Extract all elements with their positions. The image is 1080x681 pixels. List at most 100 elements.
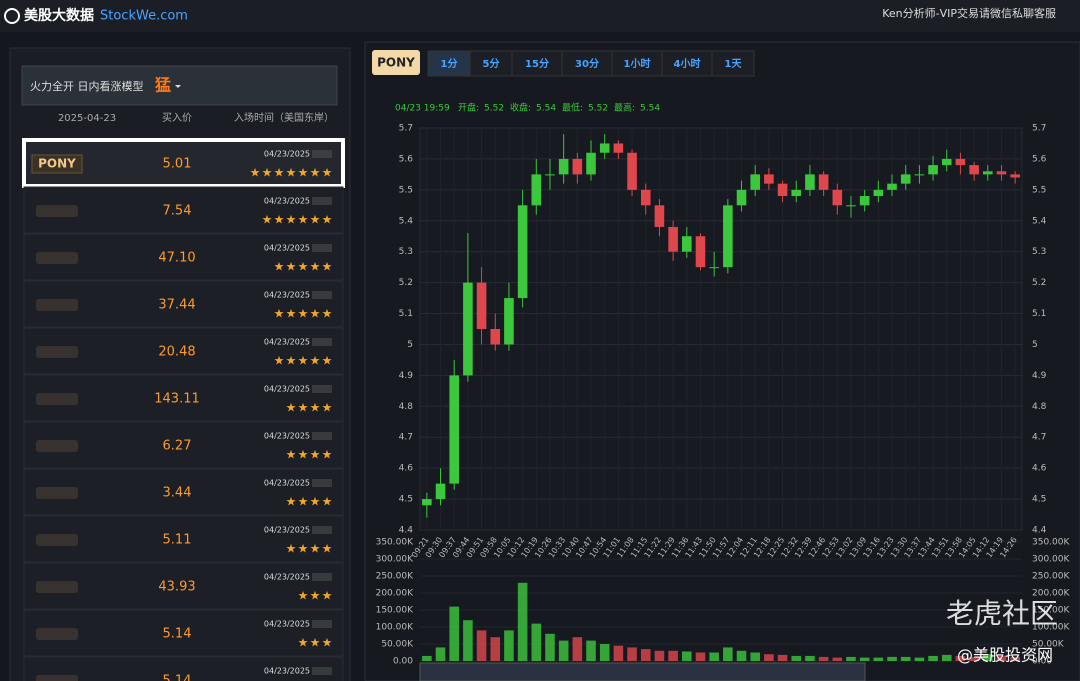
star: ★ <box>298 589 309 603</box>
star: ★ <box>322 636 333 650</box>
volume-bar <box>736 650 747 661</box>
y-tick-label: 4.9 <box>399 371 414 381</box>
interval-tab[interactable] <box>611 50 663 77</box>
volume-bar <box>1010 656 1020 661</box>
volume-bar <box>504 630 514 661</box>
star: ★ <box>286 213 297 227</box>
account[interactable]: Ken分析师-VIP交易请微信私聊客服 <box>882 6 1056 20</box>
star: ★ <box>310 448 321 462</box>
candle-body <box>599 143 610 153</box>
date: 04/23/2025 <box>264 620 310 629</box>
star: ★ <box>322 542 333 556</box>
interval-tab[interactable] <box>469 50 513 77</box>
volume-bar <box>613 645 624 661</box>
time-blurred <box>312 197 332 205</box>
interval-tab[interactable] <box>661 50 713 77</box>
volume-bar <box>695 652 706 661</box>
info-value: 5.52 <box>484 104 504 114</box>
candle-body <box>914 174 925 176</box>
date: 04/23/2025 <box>264 150 310 159</box>
volume-tick-label: 100.00K <box>376 623 414 633</box>
candle-body <box>873 189 884 197</box>
volume-bar <box>955 655 966 661</box>
star: ★ <box>310 260 321 274</box>
star: ★ <box>298 213 309 227</box>
star: ★ <box>298 636 309 650</box>
candle-body <box>777 183 788 197</box>
time-blurred <box>312 479 332 487</box>
candle-body <box>463 282 473 376</box>
volume-bar <box>654 650 665 661</box>
ticker: PONY <box>38 157 76 171</box>
volume-bar <box>463 620 473 661</box>
star: ★ <box>286 542 297 556</box>
date: 04/23/2025 <box>264 244 310 253</box>
volume-bar <box>558 640 569 661</box>
site[interactable]: StockWe.com <box>100 9 188 24</box>
volume-bar <box>599 644 610 661</box>
info-label: 开盘: <box>458 102 479 114</box>
interval-tab[interactable] <box>427 50 471 77</box>
candle-body <box>422 499 432 506</box>
volume-tick-label: 350.00K <box>376 538 414 548</box>
logo: 美股大数据 <box>24 7 94 24</box>
ticker-blurred <box>36 581 78 593</box>
candle-body <box>668 226 678 252</box>
ticker-blurred <box>36 675 78 681</box>
star: ★ <box>310 307 321 321</box>
ticker-blurred <box>36 346 78 358</box>
volume-bar <box>640 649 651 661</box>
volume-bar <box>682 651 692 661</box>
time-blurred <box>312 667 332 675</box>
y-tick-label: 4.7 <box>399 433 413 443</box>
row[interactable] <box>23 233 344 281</box>
price: 143.11 <box>154 392 200 407</box>
volume-bar <box>941 654 952 661</box>
volume-bar <box>490 637 501 661</box>
volume-bar <box>791 655 802 661</box>
star: ★ <box>286 354 297 368</box>
candle-body <box>476 282 487 329</box>
y-tick-label: 4.6 <box>399 464 414 474</box>
star: ★ <box>298 542 309 556</box>
star: ★ <box>298 260 309 274</box>
star: ★ <box>298 495 309 509</box>
y-tick-label-right: 4.8 <box>1032 402 1047 412</box>
candle-body <box>517 205 528 299</box>
ticker-blurred <box>36 534 78 546</box>
volume-tick-label-right: 50.00K <box>1032 640 1065 650</box>
interval-tab[interactable] <box>561 50 613 77</box>
star: ★ <box>310 213 321 227</box>
star: ★ <box>286 401 297 415</box>
star: ★ <box>310 495 321 509</box>
y-tick-label: 5.7 <box>399 124 413 134</box>
star: ★ <box>322 448 333 462</box>
volume-bar <box>900 656 911 661</box>
star: ★ <box>310 166 321 180</box>
date: 04/23/2025 <box>264 291 310 300</box>
star: ★ <box>310 542 321 556</box>
candle-body <box>955 158 966 166</box>
volume-bar <box>764 654 774 661</box>
volume-tick-label: 250.00K <box>376 572 414 582</box>
candle-body <box>941 158 952 166</box>
interval-label: 15分 <box>525 57 549 70</box>
star: ★ <box>322 307 333 321</box>
volume-bar <box>846 656 856 661</box>
volume-bar <box>750 652 760 661</box>
volume-bar <box>887 656 897 661</box>
candle-body <box>1010 174 1020 178</box>
row[interactable] <box>22 138 345 188</box>
candle-body <box>627 152 637 190</box>
candle-body <box>586 152 596 175</box>
ticker-blurred <box>36 393 78 405</box>
y-tick-label: 5.2 <box>399 278 413 288</box>
price: 47.10 <box>158 251 195 266</box>
scrollbar[interactable] <box>419 662 866 681</box>
column-header: 买入价 <box>162 112 192 124</box>
interval-tab[interactable] <box>711 50 755 77</box>
volume-bar <box>928 655 938 661</box>
volume-bar <box>983 654 993 661</box>
price: 43.93 <box>158 580 195 595</box>
candle-body <box>695 236 706 268</box>
